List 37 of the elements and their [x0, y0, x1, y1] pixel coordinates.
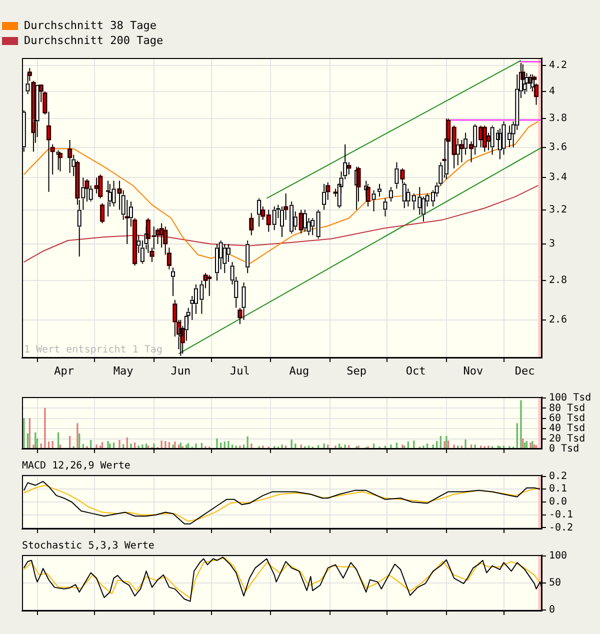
- y-tick-label: 3.4: [549, 172, 568, 184]
- y-tick-label: 3: [549, 238, 556, 250]
- y-tick-label: 50: [549, 578, 562, 589]
- legend-label: Durchschnitt 200 Tage: [24, 34, 164, 47]
- y-tick-label: 3.6: [549, 142, 568, 153]
- y-tick-label: 0 Tsd: [549, 444, 580, 455]
- y-tick-label: 60 Tsd: [549, 413, 586, 424]
- y-tick-label: 80 Tsd: [549, 402, 586, 414]
- x-tick-label: Aug: [289, 364, 310, 378]
- y-tick-label: 4.2: [549, 60, 568, 72]
- y-tick-label: 3.8: [549, 113, 568, 124]
- legend-label: Durchschnitt 38 Tage: [24, 19, 156, 32]
- y-tick-label: 2.8: [549, 275, 568, 286]
- y-tick-label: 0: [549, 604, 556, 616]
- x-tick-label: Jul: [230, 364, 250, 378]
- x-tick-label: May: [113, 364, 134, 378]
- y-tick-label: 20 Tsd: [549, 433, 586, 444]
- chart-title: Stochastic 5,3,3 Werte: [22, 540, 154, 552]
- chart-title: MACD 12,26,9 Werte: [22, 460, 130, 472]
- x-tick-label: Dec: [514, 364, 535, 378]
- x-tick-label: Sep: [346, 364, 366, 378]
- x-tick-label: Apr: [54, 364, 74, 378]
- x-tick-label: Oct: [406, 364, 426, 378]
- x-tick-label: Jun: [170, 364, 191, 378]
- y-tick-label: -0.1: [549, 509, 574, 520]
- annotation: 1 Wert entspricht 1 Tag: [24, 344, 162, 356]
- y-tick-label: -0.2: [549, 522, 574, 534]
- y-tick-label: 4: [549, 86, 556, 97]
- y-tick-label: 100 Tsd: [549, 392, 592, 404]
- y-tick-label: 0.1: [549, 484, 568, 495]
- y-tick-label: 40 Tsd: [549, 423, 586, 434]
- y-tick-label: 0.2: [549, 470, 568, 482]
- y-tick-label: 2.6: [549, 314, 568, 326]
- y-tick-label: 0.0: [549, 496, 568, 508]
- x-tick-label: Nov: [463, 364, 484, 378]
- y-tick-label: 3.2: [549, 204, 568, 216]
- y-tick-label: 100: [549, 550, 568, 562]
